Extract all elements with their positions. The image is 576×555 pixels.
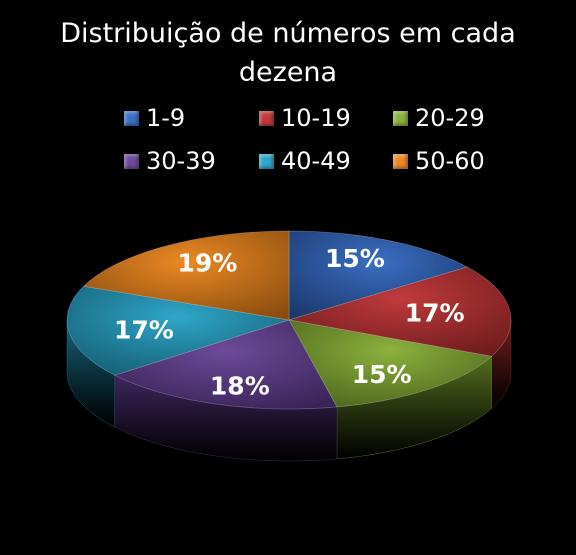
pie-slice-10-19 xyxy=(288,266,512,357)
chart-title-line-2: dezena xyxy=(238,57,338,88)
pie-slice-50-60 xyxy=(82,230,290,321)
legend-swatch-30-39 xyxy=(124,153,139,169)
legend-swatch-50-60 xyxy=(393,153,408,169)
legend-item-30-39: 30-39 xyxy=(124,146,216,176)
pie-slice-30-39 xyxy=(113,319,338,410)
legend-label-1-9: 1-9 xyxy=(146,104,186,132)
legend-label-20-29: 20-29 xyxy=(415,104,485,132)
chart-title-line-1: Distribuição de números em cada xyxy=(60,18,516,49)
pie-side-walls xyxy=(66,319,512,462)
legend-label-30-39: 30-39 xyxy=(146,147,216,175)
legend-item-1-9: 1-9 xyxy=(124,103,185,133)
pie-label-50-60: 19% xyxy=(177,248,237,277)
legend-label-10-19: 10-19 xyxy=(281,104,351,132)
legend-swatch-10-19 xyxy=(259,110,274,126)
chart-legend: 1-9 10-19 20-29 30-39 40-49 50-60 xyxy=(0,100,576,190)
pie-data-labels: 15% 17% 15% 18% 17% 19% xyxy=(114,244,465,400)
pie-slice-20-29 xyxy=(288,319,493,408)
pie-label-30-39: 18% xyxy=(210,371,270,400)
legend-label-50-60: 50-60 xyxy=(415,147,485,175)
pie-label-40-49: 17% xyxy=(114,316,174,345)
legend-item-50-60: 50-60 xyxy=(393,146,485,176)
pie-slices xyxy=(66,230,512,410)
pie-label-20-29: 15% xyxy=(352,360,412,389)
legend-swatch-1-9 xyxy=(124,110,139,126)
pie-slice-1-9 xyxy=(288,230,469,321)
pie-slice-40-49 xyxy=(66,285,290,376)
legend-label-40-49: 40-49 xyxy=(281,147,351,175)
legend-swatch-20-29 xyxy=(393,110,408,126)
chart-title: Distribuição de números em cada dezena xyxy=(0,14,576,92)
legend-item-10-19: 10-19 xyxy=(259,103,351,133)
legend-item-40-49: 40-49 xyxy=(259,146,351,176)
pie-label-10-19: 17% xyxy=(405,298,465,327)
pie-label-1-9: 15% xyxy=(325,244,385,273)
legend-swatch-40-49 xyxy=(259,153,274,169)
legend-item-20-29: 20-29 xyxy=(393,103,485,133)
